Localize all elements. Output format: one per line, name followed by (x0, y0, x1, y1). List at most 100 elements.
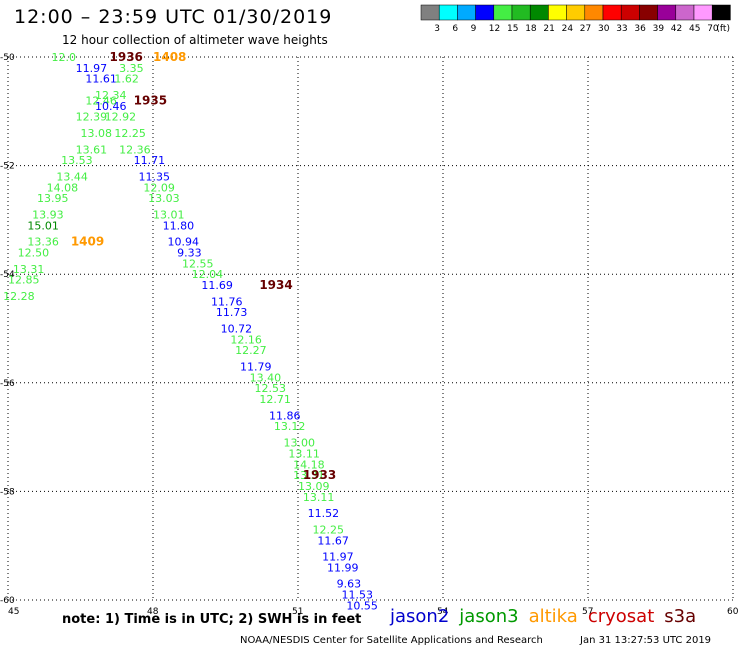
colorbar-swatch (602, 4, 622, 21)
wave-height-label: 10.72 (221, 323, 253, 336)
pass-time-label: 1934 (259, 278, 292, 292)
wave-height-label: 12.36 (119, 143, 150, 156)
colorbar-label: 39 (653, 24, 665, 34)
wave-height-label: 13.36 (27, 236, 59, 249)
wave-height-label: 12.85 (8, 274, 40, 287)
colorbar-swatch (511, 4, 531, 21)
x-tick-label: 54 (437, 607, 449, 617)
colorbar-swatch (693, 4, 713, 21)
colorbar-label: 42 (671, 24, 682, 34)
colorbar-label: 3 (434, 24, 440, 34)
footer-timestamp: Jan 31 13:27:53 UTC 2019 (580, 635, 712, 646)
colorbar-swatch (566, 4, 586, 21)
wave-height-label: 13.11 (288, 447, 320, 460)
wave-height-label: 11.61 (85, 73, 117, 86)
colorbar-label: 12 (489, 24, 500, 34)
wave-height-label: 10.55 (346, 599, 378, 612)
x-tick-label: 51 (292, 607, 303, 617)
wave-height-label: 13.44 (56, 170, 87, 183)
wave-height-label: 11.35 (139, 170, 171, 183)
legend-jason3: jason3 (459, 606, 519, 627)
wave-height-label: 12.04 (192, 268, 224, 281)
legend-jason2: jason2 (390, 606, 450, 627)
colorbar-swatch (493, 4, 513, 21)
wave-height-label: 12.27 (235, 344, 267, 357)
legend-cryosat: cryosat (587, 606, 655, 627)
wave-height-label: 11.79 (240, 361, 272, 374)
x-tick-label: 45 (8, 607, 19, 617)
colorbar-label: 70 (707, 24, 719, 34)
wave-height-label: 14.08 (47, 181, 79, 194)
colorbar-swatch (548, 4, 567, 21)
wave-height-label: 12.71 (259, 393, 291, 406)
wave-height-label: 13.95 (37, 192, 69, 205)
wave-height-label: 11.76 (211, 295, 243, 308)
wave-height-label: 12.25 (313, 523, 345, 536)
colorbar-swatch (475, 4, 495, 21)
colorbar-swatch (657, 4, 677, 21)
y-tick-label: -52 (0, 162, 15, 172)
colorbar-label: 33 (616, 24, 627, 34)
colorbar-swatch (675, 4, 695, 21)
pass-time-label: 1409 (71, 235, 104, 249)
wave-height-label: 11.71 (134, 154, 166, 167)
wave-height-label: 11.97 (76, 62, 108, 75)
legend-altika: altika (528, 606, 578, 627)
wave-height-label: 11.86 (269, 409, 301, 422)
wave-height-label: 9.33 (177, 246, 202, 259)
colorbar-swatch (711, 4, 731, 21)
chart-title: 12:00 – 23:59 UTC 01/30/2019 (14, 6, 333, 28)
wave-height-label: 12.39 (76, 111, 108, 124)
satellite-legend: jason2 jason3 altika cryosat s3a (390, 606, 696, 627)
colorbar-swatch (457, 4, 476, 21)
wave-height-label: 1.62 (114, 73, 139, 86)
wave-height-label: 11.99 (327, 561, 359, 574)
wave-height-label: 12.50 (18, 246, 49, 259)
colorbar-label: 15 (507, 24, 518, 34)
wave-height-label: 13.40 (250, 371, 282, 384)
wave-height-label: 3.35 (119, 62, 143, 75)
wave-height-label: 13.01 (153, 208, 185, 221)
wave-height-label: 13.61 (76, 143, 108, 156)
colorbar-label: 24 (562, 24, 574, 34)
pass-time-label: 1936 (110, 50, 143, 64)
wave-height-label: 11.73 (216, 306, 248, 319)
colorbar-swatch (438, 4, 458, 21)
pass-time-label: 1933 (303, 468, 336, 482)
colorbar-label: 21 (543, 24, 554, 34)
colorbar-swatch (584, 4, 604, 21)
footer-credit: NOAA/NESDIS Center for Satellite Applica… (240, 635, 543, 646)
wave-height-label: 13.31 (293, 469, 325, 482)
y-tick-label: -54 (0, 270, 15, 280)
colorbar-swatch (529, 4, 549, 21)
y-tick-label: -60 (0, 596, 15, 606)
colorbar-label: 30 (598, 24, 610, 34)
wave-height-label: 12.16 (230, 333, 261, 346)
wave-height-label: 12.25 (114, 127, 146, 140)
colorbar-label: 27 (580, 24, 591, 34)
colorbar-label: 18 (525, 24, 537, 34)
wave-height-label: 13.53 (61, 154, 93, 167)
colorbar-label: 6 (452, 24, 458, 34)
x-tick-label: 60 (727, 607, 739, 617)
wave-height-label: 12.53 (255, 382, 287, 395)
wave-height-label: 12.55 (182, 257, 214, 270)
wave-height-label: 11.80 (163, 219, 195, 232)
chart-subtitle: 12 hour collection of altimeter wave hei… (62, 33, 328, 47)
wave-height-label: 9.63 (337, 578, 362, 591)
wave-height-label: 12.0 (52, 51, 77, 64)
wave-height-label: 13.11 (303, 491, 335, 504)
wave-height-label: 11.67 (317, 534, 349, 547)
wave-height-label: 13.09 (298, 480, 330, 493)
colorbar-swatch (420, 4, 440, 21)
wave-height-label: 14.18 (293, 458, 325, 471)
y-tick-label: -56 (0, 379, 15, 389)
wave-height-label: 13.93 (32, 208, 64, 221)
wave-height-label: 13.03 (148, 192, 180, 205)
colorbar-unit: (ft) (716, 24, 730, 34)
x-tick-label: 57 (582, 607, 593, 617)
wave-height-label: 13.31 (13, 263, 45, 276)
wave-height-label: 11.52 (308, 507, 340, 520)
wave-height-label: 12.28 (3, 290, 35, 303)
wave-height-label: 11.69 (201, 279, 233, 292)
